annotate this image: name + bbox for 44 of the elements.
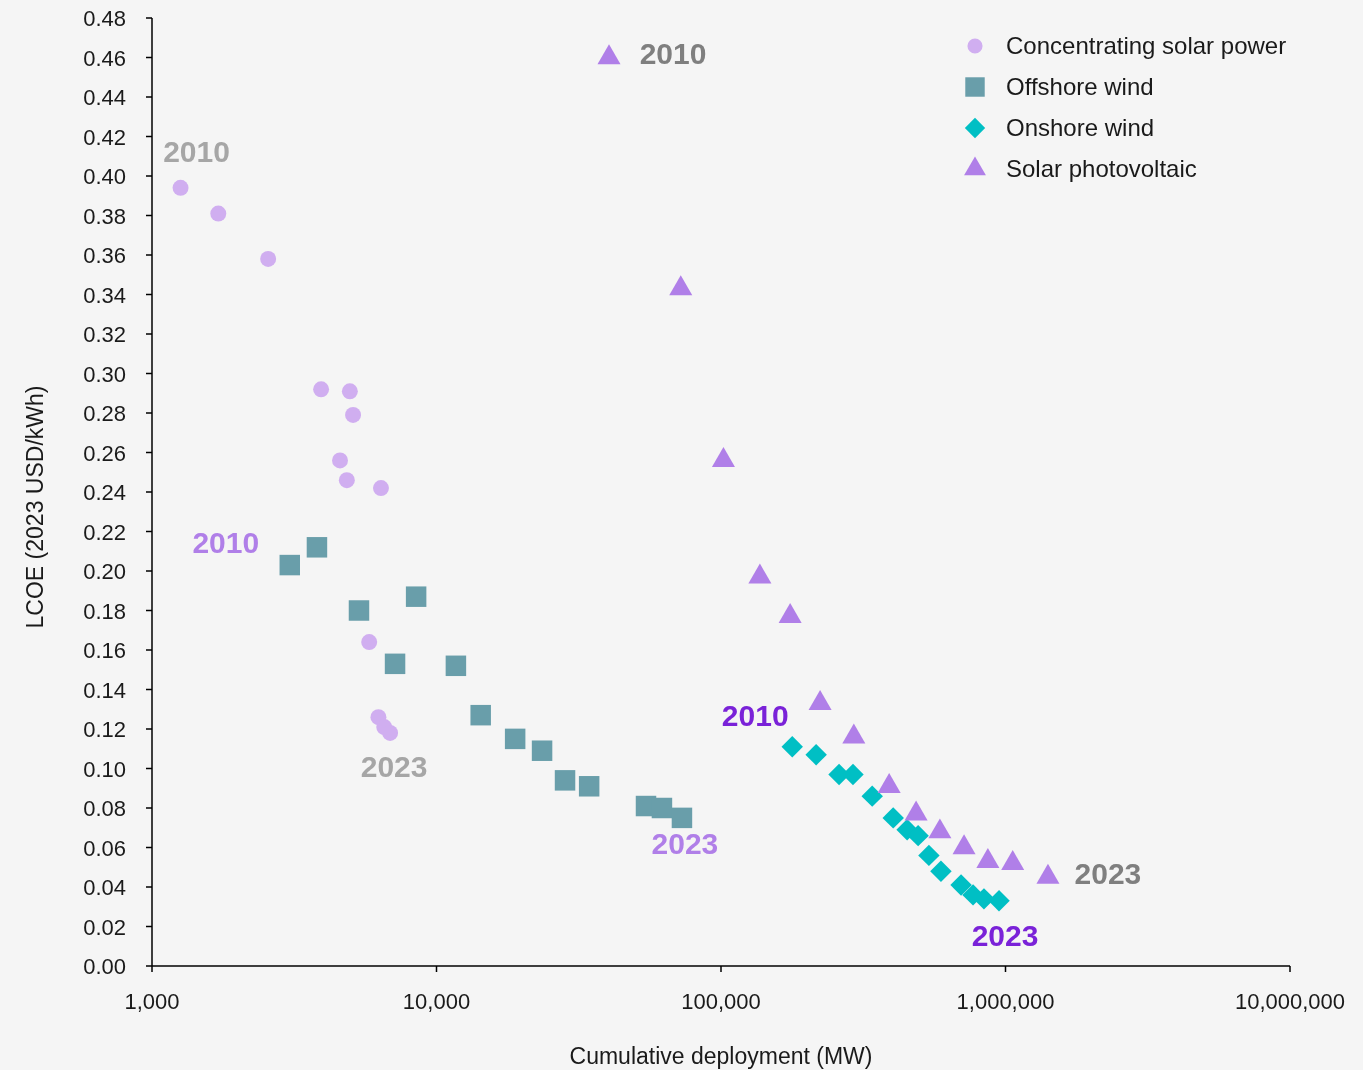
y-tick-label: 0.26	[83, 440, 126, 466]
legend-label: Offshore wind	[1006, 73, 1154, 100]
y-tick-label: 0.06	[83, 835, 126, 861]
y-tick-label: 0.12	[83, 717, 126, 742]
y-tick-label: 0.16	[83, 638, 126, 663]
x-tick-label: 100,000	[681, 989, 761, 1014]
y-tick-label: 0.38	[83, 203, 126, 229]
y-tick-label: 0.36	[83, 243, 126, 268]
x-tick-label: 1,000,000	[956, 989, 1055, 1014]
y-tick-label: 0.32	[83, 322, 126, 347]
y-tick-label: 0.04	[83, 875, 126, 900]
annotation: 2023	[651, 826, 719, 860]
annotation: 2010	[639, 36, 707, 70]
x-tick-label: 10,000,000	[1234, 989, 1346, 1014]
annotation: 2023	[1074, 857, 1142, 891]
y-tick-label: 0.18	[83, 598, 126, 624]
y-tick-label: 0.20	[83, 559, 126, 584]
annotation: 2010	[192, 526, 260, 560]
y-tick-label: 0.02	[83, 914, 126, 940]
legend-label: Concentrating solar power	[1006, 32, 1287, 59]
y-tick-label: 0.22	[83, 519, 126, 545]
y-tick-label: 0.14	[83, 677, 126, 703]
y-tick-label: 0.48	[83, 6, 126, 31]
y-tick-label: 0.34	[83, 282, 126, 308]
y-tick-label: 0.28	[83, 401, 126, 426]
annotation: 2010	[163, 134, 230, 168]
x-axis-title: Cumulative deployment (MW)	[569, 1043, 873, 1069]
legend-label: Solar photovoltaic	[1006, 155, 1197, 182]
y-tick-label: 0.40	[83, 164, 126, 189]
y-tick-label: 0.44	[83, 85, 126, 110]
annotation: 2023	[971, 918, 1039, 952]
x-tick-label: 10,000	[402, 989, 471, 1014]
legend-label: Onshore wind	[1006, 114, 1155, 141]
y-tick-label: 0.10	[83, 756, 126, 782]
y-tick-label: 0.00	[83, 954, 126, 979]
annotation: 2010	[721, 698, 789, 732]
y-tick-label: 0.08	[83, 796, 126, 821]
y-tick-label: 0.42	[83, 124, 126, 150]
annotation: 2023	[360, 749, 428, 783]
y-tick-label: 0.24	[83, 480, 126, 505]
y-axis-title: LCOE (2023 USD/kWh)	[22, 385, 48, 629]
x-tick-label: 1,000	[124, 989, 180, 1014]
y-tick-label: 0.46	[83, 45, 126, 71]
y-tick-label: 0.30	[83, 361, 126, 387]
